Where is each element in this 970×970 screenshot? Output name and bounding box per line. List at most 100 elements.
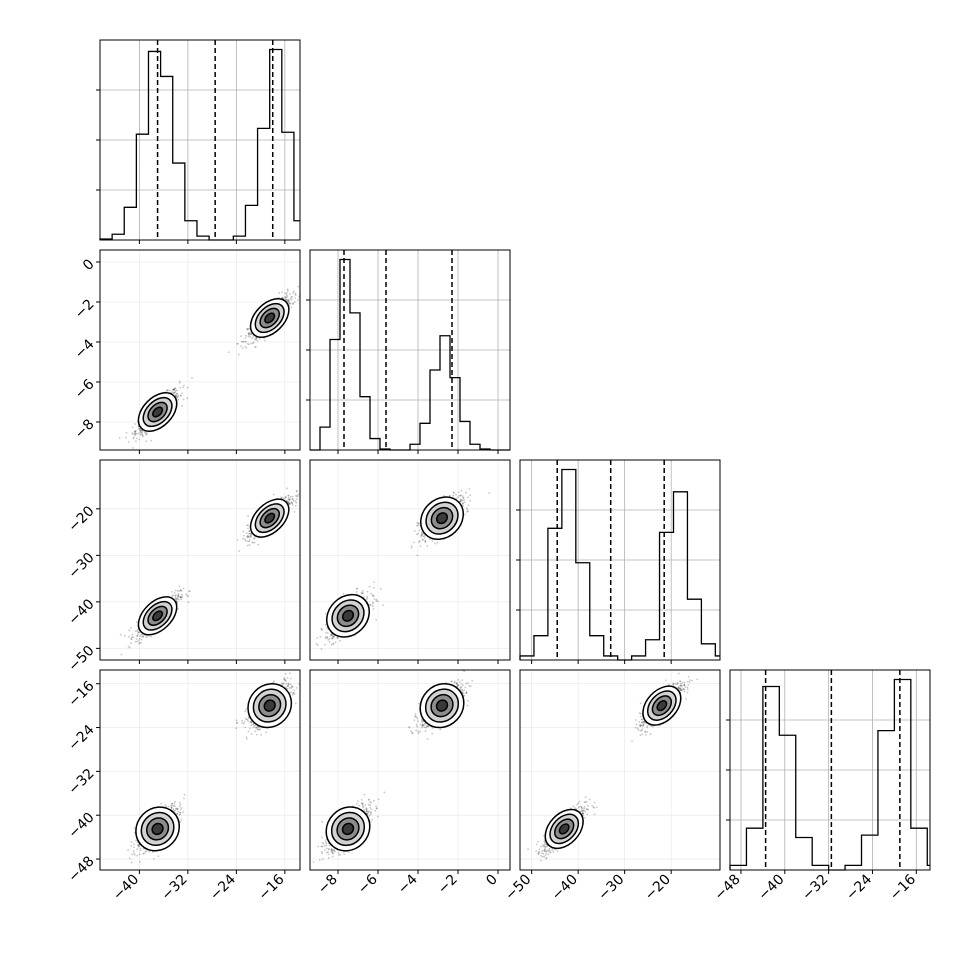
panel-3-0-point: [252, 723, 255, 726]
panel-1-0-point: [175, 395, 178, 397]
panel-2-0-point: [244, 538, 246, 541]
panel-3-0-point: [281, 682, 284, 685]
panel-1-0-point: [255, 336, 258, 339]
panel-2-0-point: [242, 537, 244, 540]
panel-3-0-point: [258, 728, 261, 731]
panel-2-0-point: [247, 524, 250, 527]
panel-2-0-point: [174, 589, 177, 592]
panel-2-0-point: [139, 635, 142, 637]
panel-2-1-point: [368, 585, 371, 588]
panel-1-0-point: [237, 342, 239, 345]
panel-2-2-frame: [519, 459, 721, 661]
panel-1-1-frame: [309, 249, 511, 451]
panel-1-0-point: [246, 327, 249, 330]
panel-2-1-point: [373, 581, 375, 584]
panel-3-0-point: [178, 805, 181, 808]
panel-2-0-contour-0-3: [152, 610, 164, 622]
panel-1-0-point: [250, 342, 253, 345]
panel-1-0-point: [289, 302, 292, 305]
panel-2-1-point: [461, 499, 464, 502]
panel-2-1-point: [365, 598, 368, 601]
panel-1-0-point: [136, 433, 138, 435]
panel-2-0-point: [295, 494, 297, 497]
panel-2-0-point: [140, 642, 143, 644]
panel-3-0-point: [175, 807, 178, 810]
panel-1-0-point: [253, 341, 255, 344]
panel-2-0-point: [236, 538, 239, 541]
panel-3-0-point: [169, 804, 172, 807]
panel-2-1-point: [331, 634, 334, 637]
panel-1-0-point: [252, 335, 255, 338]
panel-2-1-point: [331, 637, 334, 640]
panel-1-0-point: [186, 386, 189, 389]
panel-1-0-point: [118, 436, 121, 439]
panel-2-0-point: [249, 536, 252, 539]
panel-1-0-point: [177, 394, 180, 397]
panel-2-0-point: [242, 534, 245, 537]
panel-1-0-point: [285, 296, 288, 299]
panel-1-0-point: [240, 340, 243, 343]
panel-2-1-point: [330, 633, 333, 636]
panel-2-0-point: [130, 638, 133, 641]
panel-1-0-point: [173, 391, 176, 394]
panel-1-0-point: [172, 388, 174, 391]
panel-3-0-point: [174, 800, 176, 803]
panel-2-0-point: [179, 589, 182, 592]
panel-3-0-point: [287, 682, 290, 685]
panel-2-1-point: [465, 507, 468, 509]
panel-2-1-point: [416, 521, 419, 524]
panel-2-0-point: [284, 497, 286, 500]
panel-2-0-point: [136, 635, 138, 637]
panel-1-0-point: [255, 337, 258, 340]
scatter-panel-3-0: −40 −32 −24 −16−48−40−32−24−16: [65, 668, 301, 904]
panel-2-1-point: [372, 605, 374, 608]
panel-3-0-point: [282, 668, 284, 670]
panel-1-0-point: [227, 351, 230, 354]
panel-2-0-point: [295, 501, 298, 504]
panel-1-0-point: [174, 387, 176, 389]
panel-2-0-point: [138, 637, 141, 640]
corner-plot-layer: −8−6−4−20−50−40−30−20−40 −32 −24 −16−48−40−…: [65, 39, 931, 904]
panel-3-0-point: [171, 802, 173, 805]
panel-0-0-frame: [99, 39, 301, 241]
panel-3-0-point: [133, 852, 135, 855]
panel-1-0-point: [248, 334, 251, 336]
panel-2-1-point: [467, 496, 470, 499]
panel-2-0-point: [173, 591, 176, 594]
panel-2-1-point: [372, 586, 375, 589]
panel-1-0-point: [248, 331, 251, 334]
panel-2-1-point: [457, 491, 460, 494]
panel-2-1-point: [372, 601, 374, 604]
panel-2-0-point: [185, 593, 188, 596]
panel-2-0-point: [181, 595, 184, 598]
panel-2-1-point: [416, 554, 419, 557]
panel-3-0-point: [170, 806, 173, 809]
panel-2-0-point: [187, 595, 189, 598]
panel-2-1-point: [334, 641, 337, 644]
panel-2-1-point: [421, 538, 424, 541]
panel-2-1-point: [324, 637, 327, 640]
panel-1-0-point: [287, 289, 289, 292]
panel-1-0-point: [139, 429, 142, 432]
panel-3-0-point: [130, 861, 133, 864]
panel-2-1-point: [361, 590, 364, 592]
panel-2-1-point: [332, 642, 335, 645]
panel-2-0-point: [176, 596, 179, 598]
panel-1-0-point: [246, 328, 249, 331]
panel-1-0-point: [182, 384, 185, 387]
panel-2-0-point: [136, 630, 138, 632]
panel-1-0-point: [141, 433, 144, 436]
panel-2-0-point: [242, 530, 245, 533]
panel-1-0-point: [287, 301, 290, 304]
panel-3-0-point: [247, 717, 250, 720]
panel-2-1-point: [332, 635, 335, 638]
panel-2-0-point: [135, 621, 138, 623]
panel-2-1-point: [462, 504, 465, 507]
panel-2-1-point: [373, 598, 376, 601]
panel-2-1-point: [462, 497, 465, 500]
hist-panel-2: [516, 459, 721, 664]
panel-2-1-point: [320, 627, 323, 630]
panel-2-0-point: [137, 631, 140, 634]
panel-2-1-point: [423, 536, 426, 539]
panel-1-0-point: [173, 392, 175, 394]
